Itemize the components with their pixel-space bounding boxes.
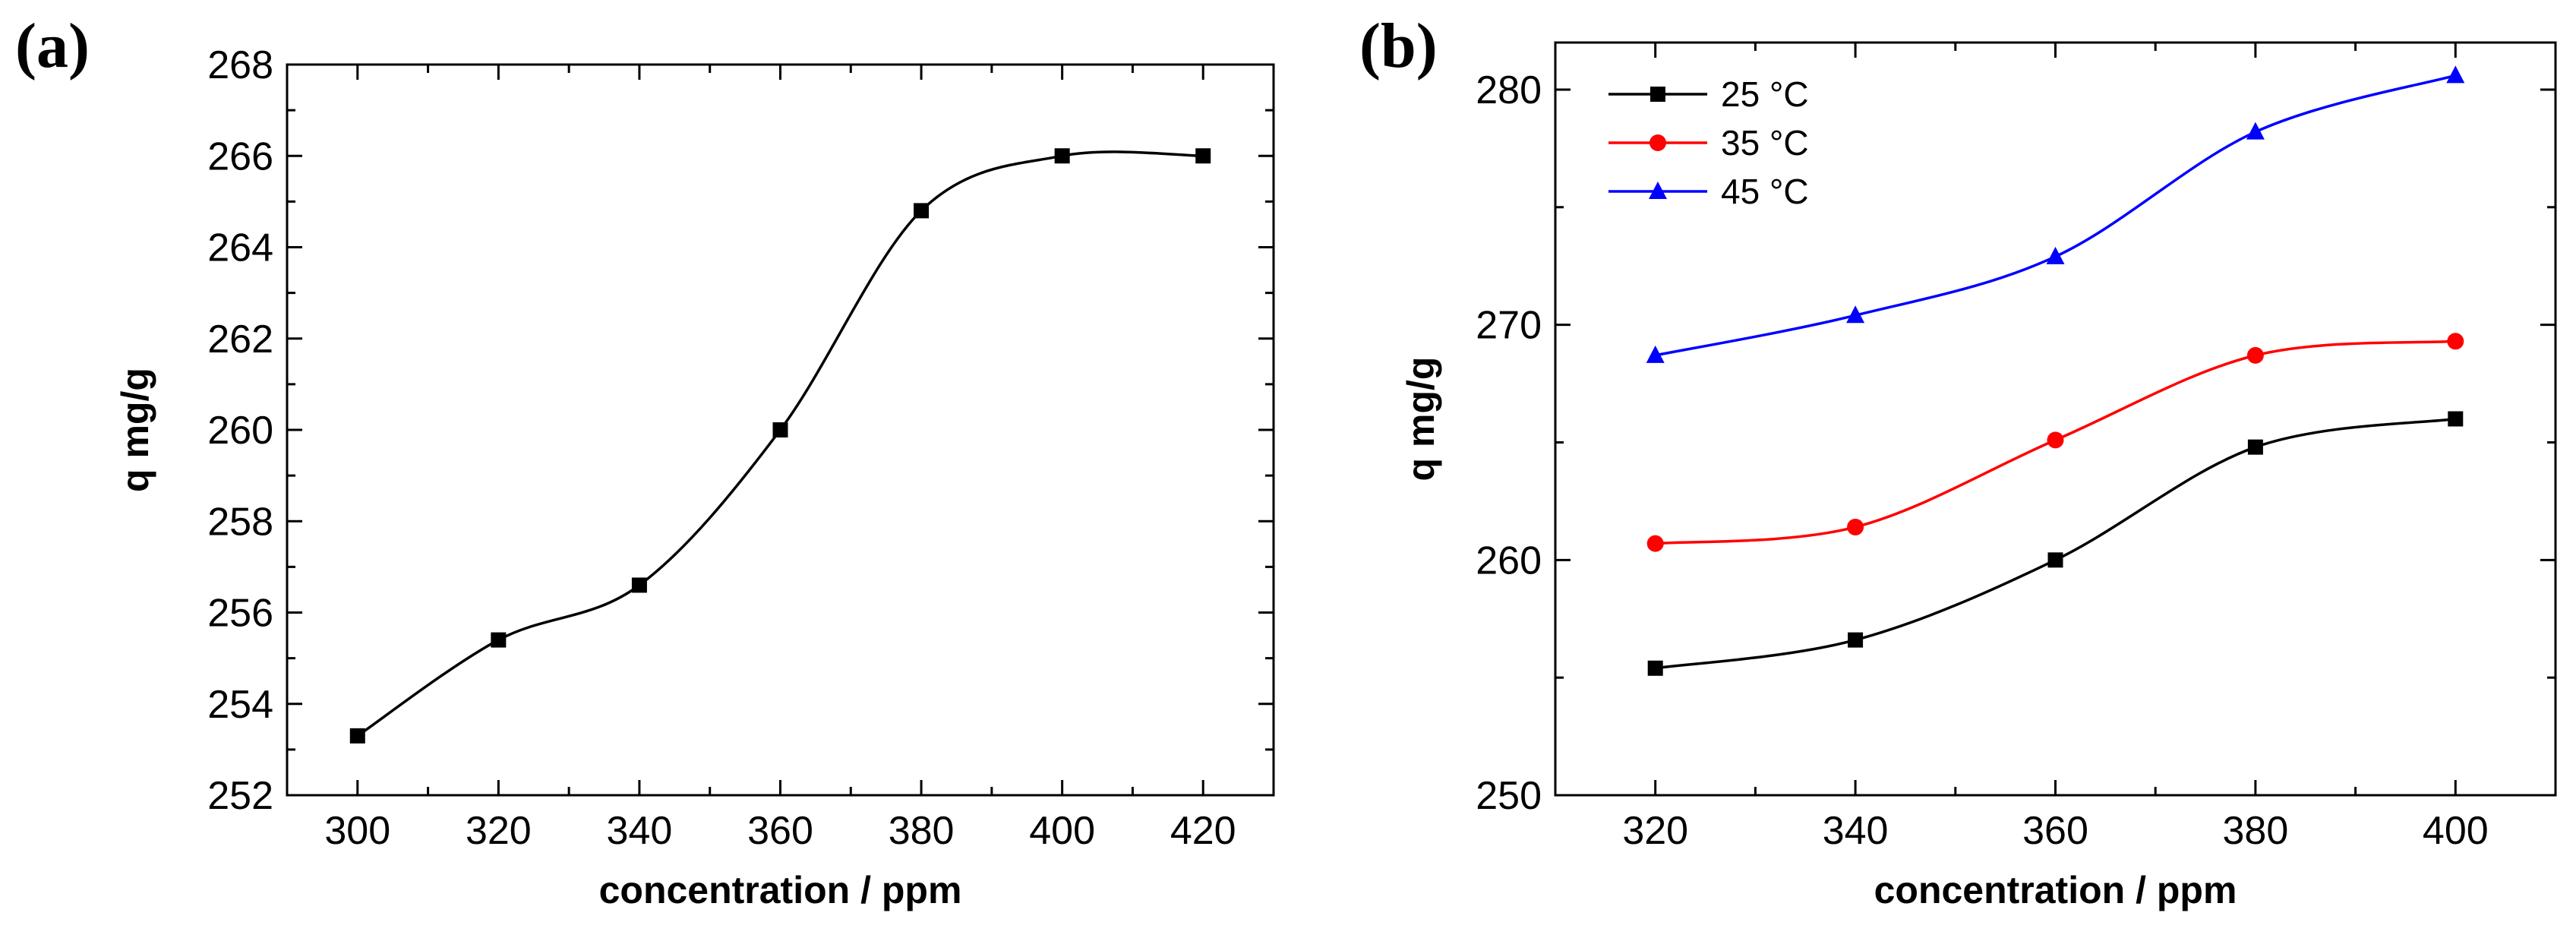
b-y-tick-label: 250 xyxy=(1476,774,1542,818)
b-legend-label-2: 45 °C xyxy=(1721,172,1809,211)
a-series-0-point xyxy=(491,632,507,648)
b-series-1-point xyxy=(2447,333,2464,350)
b-series-0-point xyxy=(2047,552,2063,568)
b-legend-marker-2 xyxy=(1649,182,1667,199)
b-x-tick-label: 340 xyxy=(1823,809,1889,853)
b-series-line-2 xyxy=(1655,74,2456,357)
b-y-tick-label: 280 xyxy=(1476,68,1542,112)
b-legend-label-1: 35 °C xyxy=(1721,123,1809,163)
a-y-tick-label: 260 xyxy=(207,409,273,453)
a-y-tick-label: 254 xyxy=(207,683,273,727)
a-x-tick-label: 420 xyxy=(1170,809,1236,853)
b-series-0-point xyxy=(1848,632,1864,648)
a-x-axis-title: concentration / ppm xyxy=(599,869,962,911)
b-x-tick-label: 360 xyxy=(2022,809,2088,853)
b-series-2-point xyxy=(2246,122,2265,140)
b-x-tick-label: 320 xyxy=(1622,809,1688,853)
b-x-axis-title: concentration / ppm xyxy=(1874,869,2237,911)
b-series-0-point xyxy=(1647,660,1663,676)
b-series-0-point xyxy=(2448,411,2464,427)
panel-a: 300 320 340 360 380 400 420 252 254 256 258 260 262 2… xyxy=(15,11,1275,911)
a-series-0-point xyxy=(914,203,930,219)
b-panel-label: (b) xyxy=(1359,11,1438,81)
a-series-0-point xyxy=(1195,148,1211,164)
a-x-tick-label: 300 xyxy=(324,809,390,853)
a-y-tick-label: 264 xyxy=(207,226,273,270)
b-series-2-point xyxy=(1846,305,1865,324)
b-series-0-point xyxy=(2247,439,2263,455)
b-series-1-point xyxy=(2047,431,2064,449)
b-legend-marker-0 xyxy=(1650,87,1665,102)
a-series-0-point xyxy=(349,728,365,744)
b-series-line-0 xyxy=(1655,417,2456,670)
b-legend-marker-1 xyxy=(1649,134,1666,151)
b-legend-label-0: 25 °C xyxy=(1721,74,1809,114)
b-x-tick-label: 380 xyxy=(2223,809,2289,853)
a-series-0-point xyxy=(631,577,647,593)
a-series-0-point xyxy=(772,422,788,437)
b-series-1-point xyxy=(2246,346,2264,364)
a-y-tick-label: 256 xyxy=(207,592,273,636)
a-y-tick-label: 266 xyxy=(207,134,273,178)
b-y-axis-title: q mg/g xyxy=(1400,357,1442,482)
a-panel-label: (a) xyxy=(15,11,90,81)
b-y-tick-label: 270 xyxy=(1476,304,1542,348)
a-y-tick-label: 262 xyxy=(207,317,273,362)
a-y-axis-title: q mg/g xyxy=(114,368,156,492)
a-series-0-point xyxy=(1054,148,1070,164)
a-x-tick-label: 380 xyxy=(889,809,955,853)
b-series-2-point xyxy=(1646,345,1665,363)
b-series-1-point xyxy=(1646,535,1664,552)
b-series-1-point xyxy=(1847,518,1864,535)
b-plot-frame xyxy=(1554,41,2557,797)
a-y-tick-label: 252 xyxy=(207,774,273,818)
b-series-2-point xyxy=(2046,246,2065,264)
b-y-tick-label: 260 xyxy=(1476,538,1542,583)
panel-b: 320 340 360 380 400 250 260 270 280 concentration… xyxy=(1359,11,2557,911)
a-x-tick-label: 320 xyxy=(466,809,532,853)
a-x-tick-label: 360 xyxy=(747,809,813,853)
a-series-line-0 xyxy=(356,150,1204,737)
b-series-2-point xyxy=(2446,65,2465,84)
a-y-tick-label: 258 xyxy=(207,500,273,544)
b-x-tick-label: 400 xyxy=(2423,809,2489,853)
a-y-tick-label: 268 xyxy=(207,43,273,87)
a-x-tick-label: 340 xyxy=(607,809,673,853)
a-x-tick-label: 400 xyxy=(1029,809,1095,853)
